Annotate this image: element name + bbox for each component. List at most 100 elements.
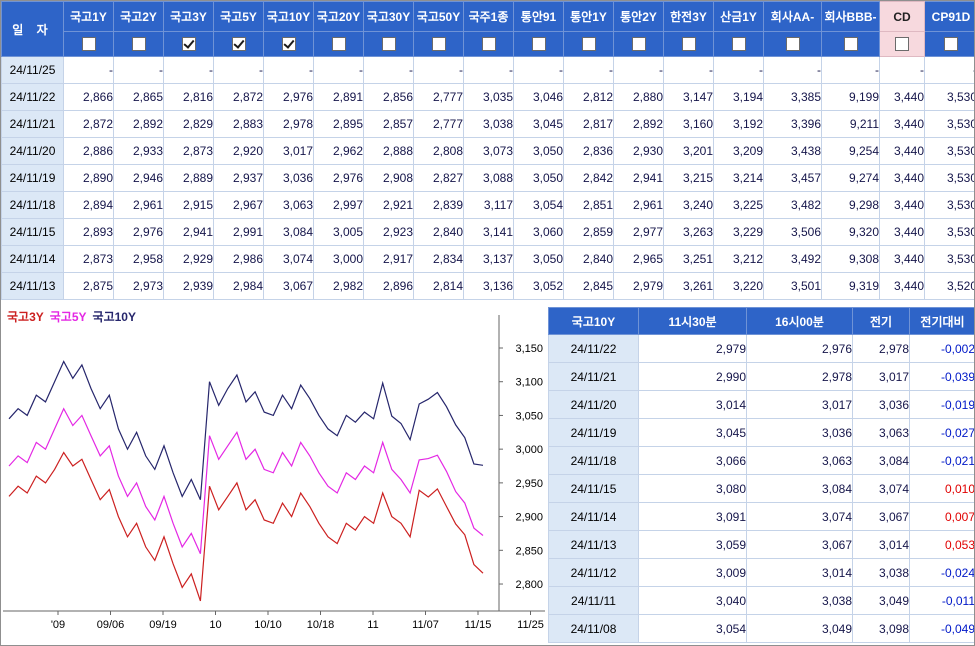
column-header-4[interactable]: 국고10Y	[263, 1, 314, 32]
column-checkbox-1[interactable]	[131, 37, 146, 52]
column-header-0[interactable]: 국고1Y	[63, 1, 114, 32]
column-header-7[interactable]: 국고50Y	[413, 1, 464, 32]
column-checkbox-4[interactable]	[281, 37, 296, 52]
value-cell: 3,074	[263, 245, 314, 273]
column-header-6[interactable]: 국고30Y	[363, 1, 414, 32]
column-header-2[interactable]: 국고3Y	[163, 1, 214, 32]
value-cell: -	[763, 56, 822, 84]
value-cell: 3,440	[879, 137, 925, 165]
value-cell: 9,254	[821, 137, 880, 165]
column-header-15[interactable]: 회사BBB-	[821, 1, 880, 32]
column-checkbox-3[interactable]	[231, 37, 246, 52]
value-1130-cell: 3,080	[638, 474, 747, 503]
value-cell: 3,117	[463, 191, 514, 219]
column-checkbox-8[interactable]	[481, 37, 496, 52]
value-cell: 9,211	[821, 110, 880, 138]
column-checkbox-0[interactable]	[81, 37, 96, 52]
value-1130-cell: 3,066	[638, 446, 747, 475]
value-cell: 3,160	[663, 110, 714, 138]
column-header-10[interactable]: 통안1Y	[563, 1, 614, 32]
diff-cell: -0,002	[909, 334, 974, 363]
value-cell: 3,440	[879, 218, 925, 246]
value-cell: 2,965	[613, 245, 664, 273]
daily-yield-table: 일 자 국고1Y 국고2Y 국고3Y 국고5Y 국고10Y 국고20Y 국고30Y 국고50Y 국…	[1, 1, 974, 300]
value-1600-cell: 3,038	[746, 586, 853, 615]
column-header-1[interactable]: 국고2Y	[113, 1, 164, 32]
column-header-8[interactable]: 국주1종	[463, 1, 514, 32]
value-cell: 2,941	[613, 164, 664, 192]
value-cell: 2,923	[363, 218, 414, 246]
column-header-9[interactable]: 통안91	[513, 1, 564, 32]
value-1600-cell: 2,978	[746, 362, 853, 391]
table-row: 24/11/22 2,866 2,865 2,816 2,872 2,976 2,891 2,…	[1, 83, 974, 111]
value-cell: 3,214	[713, 164, 764, 192]
column-checkbox-6[interactable]	[381, 37, 396, 52]
column-header-3[interactable]: 국고5Y	[213, 1, 264, 32]
value-cell: 2,812	[563, 83, 614, 111]
value-cell: 2,834	[413, 245, 464, 273]
value-cell: 3,215	[663, 164, 714, 192]
column-header-16[interactable]: CD	[879, 1, 925, 32]
column-checkbox-13[interactable]	[731, 37, 746, 52]
value-cell: 2,929	[163, 245, 214, 273]
value-cell: 2,976	[113, 218, 164, 246]
column-header-17[interactable]: CP91D	[924, 1, 974, 32]
value-cell: 3,212	[713, 245, 764, 273]
table-row: 24/11/13 2,875 2,973 2,939 2,984 3,067 2,982 2,…	[1, 272, 974, 300]
value-cell: -	[563, 56, 614, 84]
value-cell: 2,962	[313, 137, 364, 165]
column-checkbox-16[interactable]	[895, 37, 909, 52]
column-checkbox-15[interactable]	[843, 37, 858, 52]
value-cell: 3,530	[924, 218, 974, 246]
value-cell: 9,319	[821, 272, 880, 300]
column-checkbox-12[interactable]	[681, 37, 696, 52]
value-cell: 2,873	[63, 245, 114, 273]
column-checkbox-cell-2	[163, 31, 214, 57]
session-row: 24/11/12 3,009 3,014 3,038 -0,024	[548, 558, 974, 587]
column-checkbox-7[interactable]	[431, 37, 446, 52]
column-header-12[interactable]: 한전3Y	[663, 1, 714, 32]
value-cell: 2,991	[213, 218, 264, 246]
svg-text:10/10: 10/10	[254, 619, 282, 631]
column-header-5[interactable]: 국고20Y	[313, 1, 364, 32]
value-cell: 2,814	[413, 272, 464, 300]
column-header-14[interactable]: 회사AA-	[763, 1, 822, 32]
column-checkbox-17[interactable]	[944, 37, 958, 52]
date-cell: 24/11/18	[1, 191, 64, 219]
value-1600-cell: 3,074	[746, 502, 853, 531]
value-cell: 2,880	[613, 83, 664, 111]
table-row: 24/11/25------------------	[1, 56, 974, 84]
column-header-13[interactable]: 산금1Y	[713, 1, 764, 32]
value-1600-cell: 3,036	[746, 418, 853, 447]
value-cell: -	[163, 56, 214, 84]
value-cell: 3,440	[879, 245, 925, 273]
value-cell: 2,982	[313, 272, 364, 300]
value-cell: 2,851	[563, 191, 614, 219]
value-cell: 2,777	[413, 110, 464, 138]
column-header-11[interactable]: 통안2Y	[613, 1, 664, 32]
legend-item-0: 국고3Y	[7, 310, 44, 324]
value-cell: 2,845	[563, 272, 614, 300]
value-cell: -	[113, 56, 164, 84]
value-cell: 2,986	[213, 245, 264, 273]
svg-text:3,050: 3,050	[515, 410, 543, 422]
value-cell: 3,440	[879, 272, 925, 300]
value-cell: 3,440	[879, 83, 925, 111]
value-1130-cell: 3,040	[638, 586, 747, 615]
column-checkbox-5[interactable]	[331, 37, 346, 52]
value-cell: 3,220	[713, 272, 764, 300]
prev-value-cell: 3,038	[852, 558, 910, 587]
column-checkbox-9[interactable]	[531, 37, 546, 52]
column-checkbox-2[interactable]	[181, 37, 196, 52]
value-cell: 2,961	[613, 191, 664, 219]
value-cell: 2,984	[213, 272, 264, 300]
value-cell: 3,440	[879, 164, 925, 192]
value-cell: 3,530	[924, 137, 974, 165]
column-checkbox-14[interactable]	[785, 37, 800, 52]
yield-chart-canvas: 3,150 3,100 3,050 3,000 2,950 2,900 2,850 2,800…	[3, 315, 545, 631]
column-checkbox-11[interactable]	[631, 37, 646, 52]
value-cell: 3,060	[513, 218, 564, 246]
value-cell: 2,930	[613, 137, 664, 165]
column-checkbox-10[interactable]	[581, 37, 596, 52]
value-cell: 2,915	[163, 191, 214, 219]
